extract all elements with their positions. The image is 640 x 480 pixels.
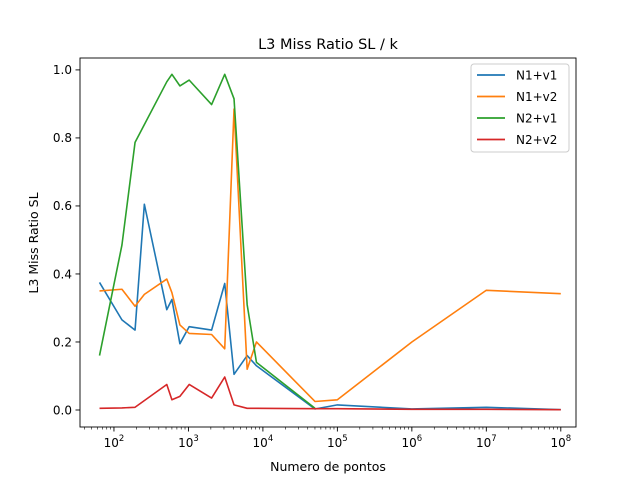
series-line-4	[99, 376, 561, 411]
y-tick-label: 0.4	[53, 267, 72, 281]
y-tick-label: 0.6	[53, 199, 72, 213]
series-line-2	[99, 108, 561, 403]
y-tick-label: 0.8	[53, 131, 72, 145]
y-tick-label: 0.0	[53, 403, 72, 417]
axes: 102 103 104 105 106 107 108 0.0 0.2 0.4 0.6 0.8 1.0	[53, 57, 577, 450]
x-tick-label: 106	[401, 434, 422, 450]
plot-lines	[98, 73, 561, 411]
y-tick-label: 0.2	[53, 335, 72, 349]
chart-title: L3 Miss Ratio SL / k	[258, 37, 398, 53]
legend-box	[470, 63, 570, 153]
x-tick-label: 102	[104, 434, 125, 450]
y-axis-label: L3 Miss Ratio SL	[26, 192, 41, 293]
legend-label-2: N1+v2	[516, 90, 557, 104]
x-axis-label: Numero de pontos	[270, 459, 386, 474]
x-tick-label: 104	[253, 434, 274, 450]
x-tick-label: 103	[178, 434, 199, 450]
legend-label-4: N2+v2	[516, 133, 557, 147]
x-tick-label: 105	[327, 434, 348, 450]
x-tick-label: 107	[476, 434, 497, 450]
series-line-1	[98, 203, 561, 411]
legend-label-1: N1+v1	[516, 68, 557, 82]
plot-frame	[79, 57, 577, 428]
x-tick-label: 108	[550, 434, 571, 450]
legend-label-3: N2+v1	[516, 111, 557, 125]
y-tick-label: 1.0	[53, 63, 72, 77]
series-line-3	[98, 73, 316, 409]
legend: N1+v1 N1+v2 N2+v1 N2+v2	[470, 63, 570, 153]
